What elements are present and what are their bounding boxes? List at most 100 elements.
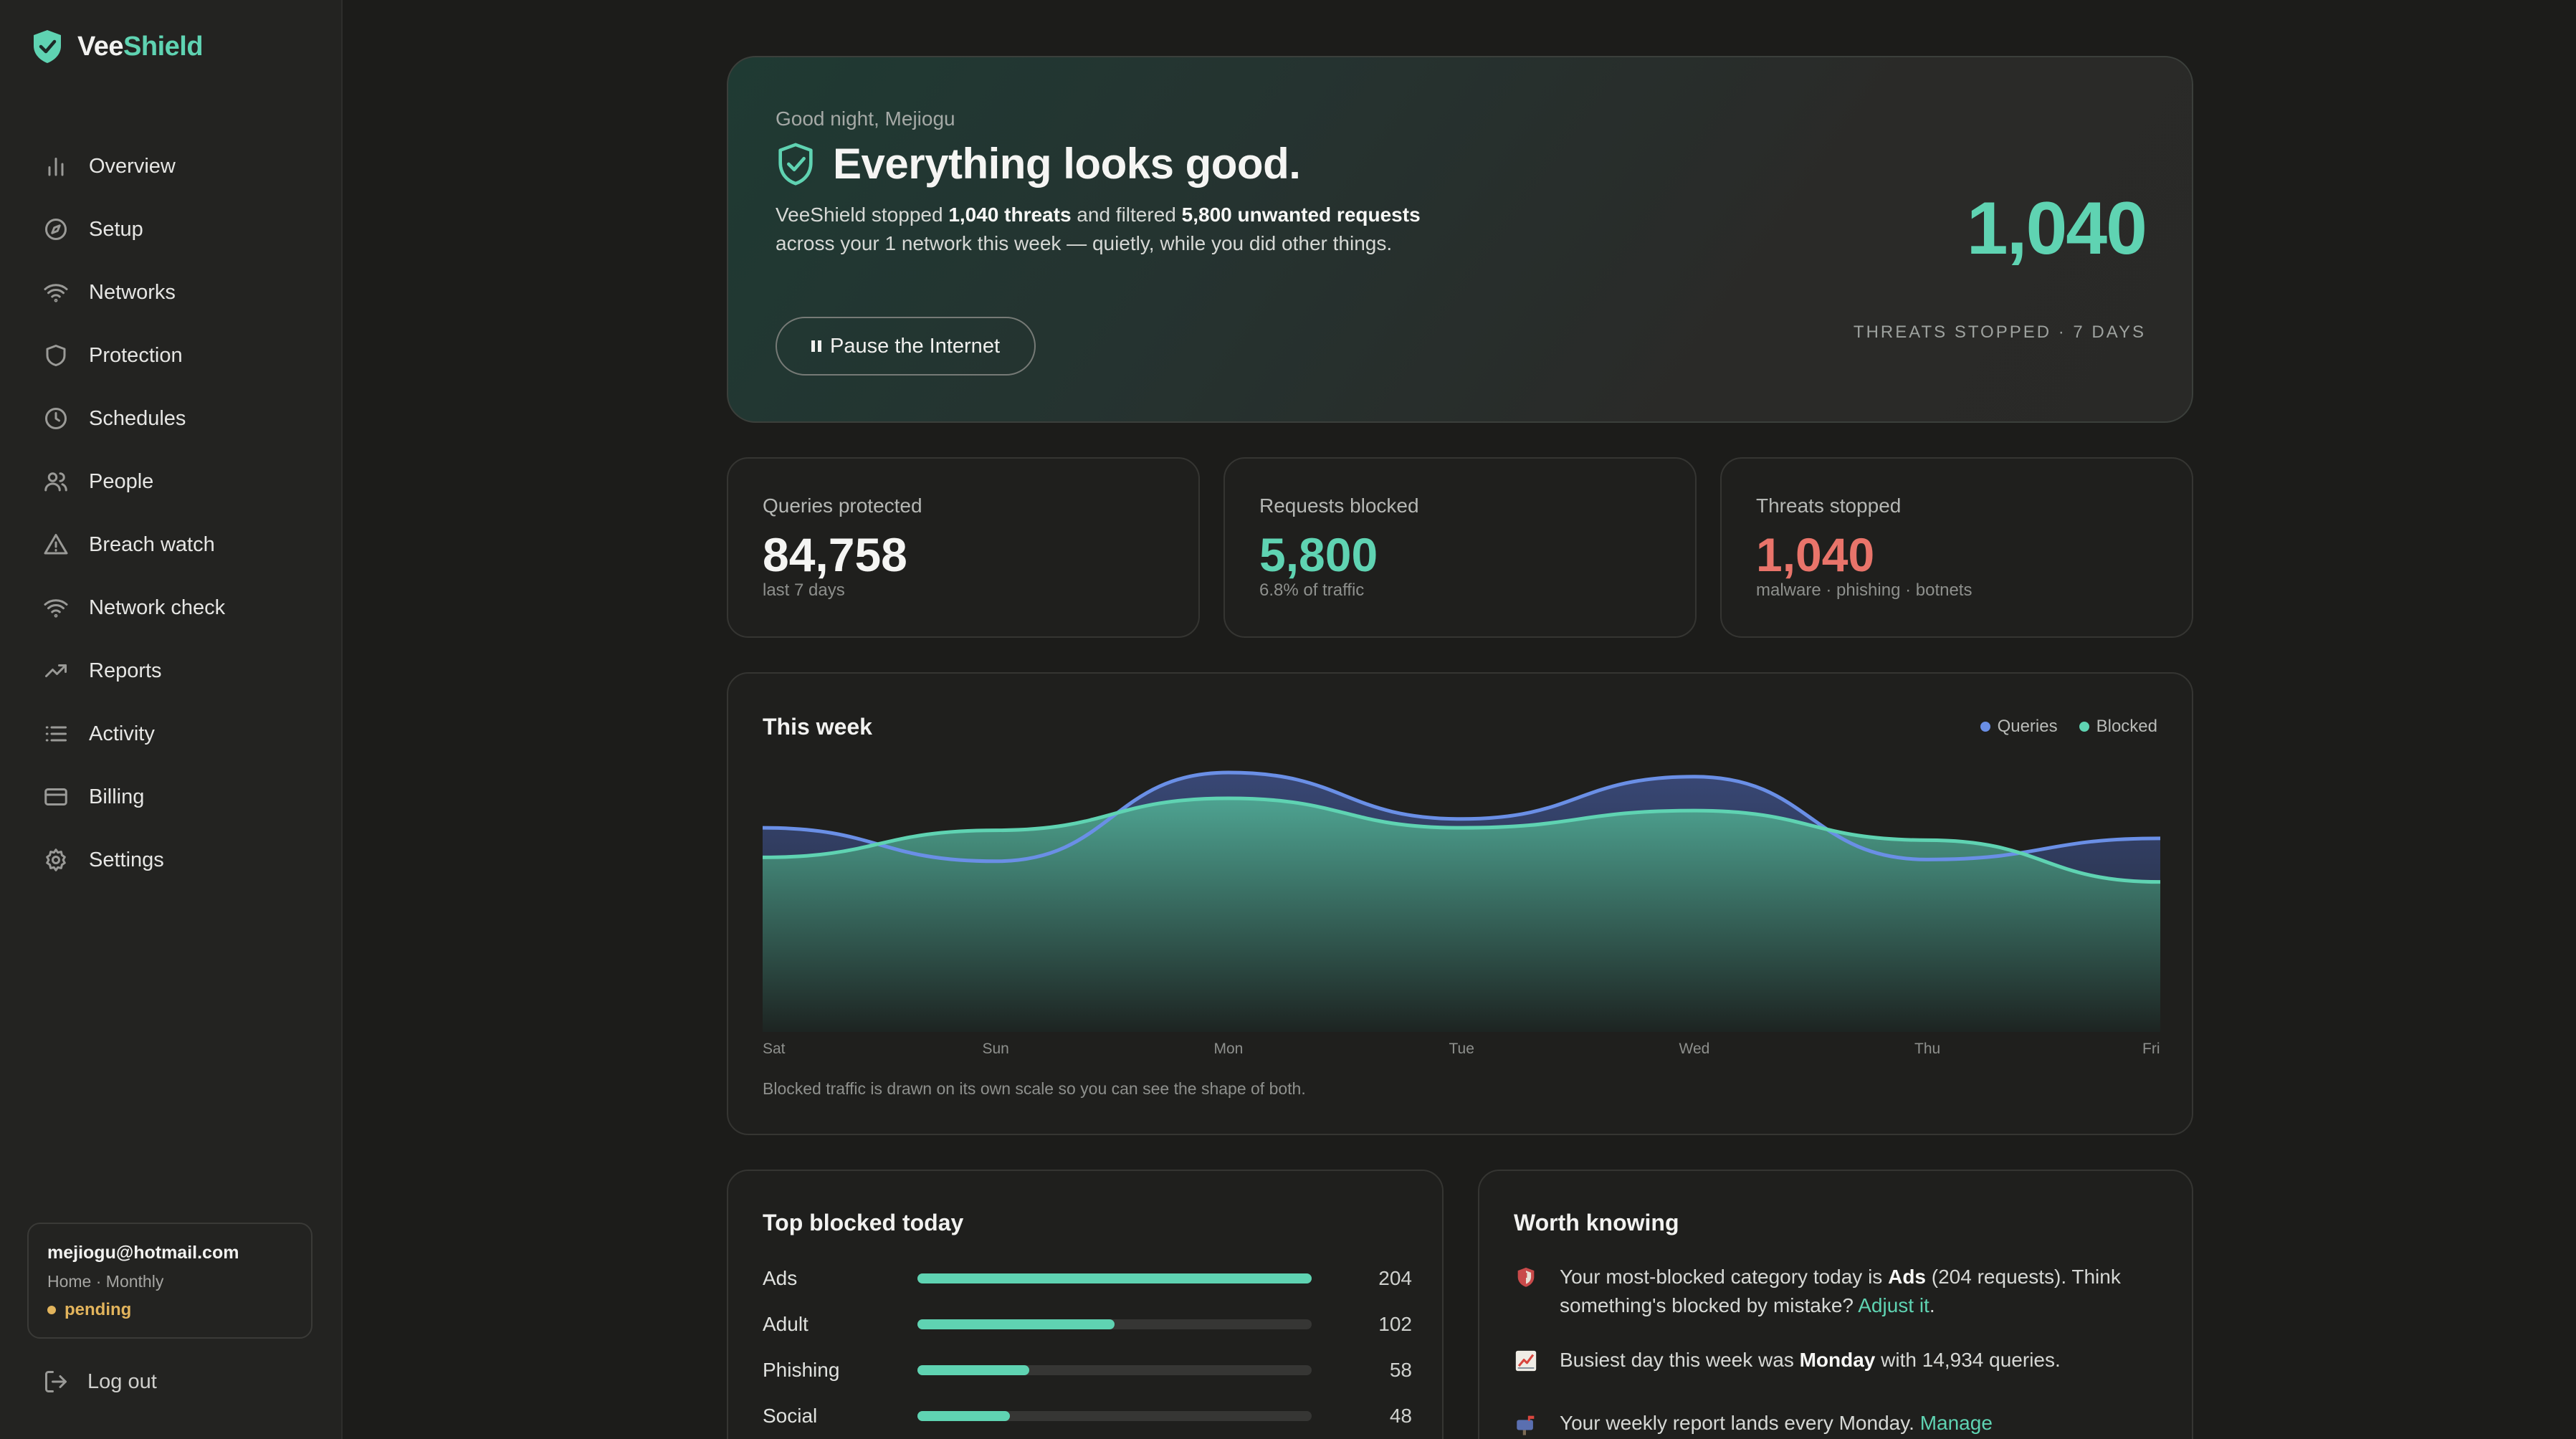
pause-label: Pause the Internet: [830, 334, 1000, 358]
sidebar-item-breach-watch[interactable]: Breach watch: [27, 513, 314, 576]
insight-text: Your most-blocked category today is Ads …: [1560, 1266, 2121, 1316]
sidebar-item-label: Activity: [89, 722, 155, 745]
category-name: Phishing: [763, 1359, 840, 1381]
list-icon: [45, 726, 67, 742]
account-status-badge: pending: [47, 1300, 292, 1320]
sidebar-item-label: Breach watch: [89, 532, 215, 556]
sidebar-item-reports[interactable]: Reports: [27, 639, 314, 702]
sidebar-item-label: Network check: [89, 596, 226, 619]
sidebar: VeeShield Overview Setup Networks Protec…: [0, 0, 343, 1439]
status-dot-icon: [47, 1306, 56, 1314]
bar-fill: [917, 1273, 1312, 1283]
sidebar-item-network-check[interactable]: Network check: [27, 576, 314, 639]
category-count: 102: [1378, 1313, 1412, 1335]
stat-sub: malware · phishing · botnets: [1756, 580, 1972, 600]
list-item[interactable]: Social 48: [763, 1402, 1412, 1430]
bar-fill: [917, 1365, 1030, 1375]
insight-text: Busiest day this week was Monday with 14…: [1560, 1349, 2061, 1371]
insight-text: Your weekly report lands every Monday. M…: [1560, 1412, 1993, 1434]
chart-increasing-icon: [1515, 1350, 1537, 1372]
sidebar-item-protection[interactable]: Protection: [27, 324, 314, 387]
sidebar-item-label: Schedules: [89, 406, 186, 430]
threats-stopped-big-number: 1,040: [1966, 187, 2147, 270]
bar-track: [917, 1319, 1312, 1329]
legend-item-blocked: Blocked: [2079, 717, 2157, 737]
users-icon: [44, 472, 67, 492]
pause-internet-button[interactable]: Pause the Internet: [776, 317, 1036, 376]
sidebar-item-label: People: [89, 469, 154, 493]
stat-card-queries: Queries protected 84,758 last 7 days: [727, 457, 1200, 638]
stat-value: 84,758: [763, 528, 907, 581]
stat-sub: 6.8% of traffic: [1259, 580, 1365, 600]
insight-item: Your most-blocked category today is Ads …: [1514, 1263, 2173, 1320]
x-tick-label: Wed: [1679, 1041, 1710, 1057]
list-item[interactable]: Adult 102: [763, 1310, 1412, 1339]
x-tick-label: Thu: [1914, 1041, 1941, 1057]
x-tick-label: Sun: [982, 1041, 1009, 1057]
x-tick-label: Fri: [2142, 1041, 2160, 1057]
category-count: 204: [1378, 1267, 1412, 1289]
sidebar-item-overview[interactable]: Overview: [27, 135, 314, 198]
sidebar-item-label: Protection: [89, 343, 183, 367]
chart-legend: Queries Blocked: [1980, 717, 2157, 737]
bar-fill: [917, 1319, 1115, 1329]
sidebar-item-label: Overview: [89, 154, 176, 178]
sidebar-item-label: Settings: [89, 848, 164, 871]
sidebar-item-people[interactable]: People: [27, 450, 314, 513]
bar-track: [917, 1411, 1312, 1421]
sidebar-nav: Overview Setup Networks Protection Sched…: [27, 135, 314, 891]
shield-check-icon: [778, 143, 813, 185]
sidebar-item-schedules[interactable]: Schedules: [27, 387, 314, 450]
category-count: 48: [1389, 1405, 1412, 1427]
greeting-text: Good night, Mejiogu: [776, 107, 955, 130]
area-chart: [763, 770, 2160, 1032]
bar-fill: [917, 1411, 1011, 1421]
category-name: Ads: [763, 1267, 798, 1289]
headline-text: Everything looks good.: [833, 140, 1301, 188]
sidebar-item-label: Reports: [89, 659, 162, 682]
sidebar-item-settings[interactable]: Settings: [27, 828, 314, 891]
x-tick-label: Tue: [1449, 1041, 1474, 1057]
stat-label: Requests blocked: [1259, 494, 1419, 517]
logout-icon: [45, 1371, 67, 1392]
adjust-it-link[interactable]: Adjust it: [1858, 1294, 1929, 1316]
shield-badge-icon: [1517, 1267, 1535, 1287]
bar-track: [917, 1365, 1312, 1375]
queries-line: [763, 770, 2160, 864]
legend-dot-icon: [2079, 722, 2089, 732]
account-status-text: pending: [65, 1300, 132, 1319]
account-email: mejiogu@hotmail.com: [47, 1243, 239, 1263]
chart-title: This week: [763, 714, 872, 740]
category-name: Social: [763, 1405, 818, 1427]
sidebar-item-setup[interactable]: Setup: [27, 198, 314, 261]
brand-logo[interactable]: VeeShield: [32, 29, 204, 64]
trend-icon: [45, 664, 67, 677]
compass-icon: [45, 219, 67, 240]
stat-value: 1,040: [1756, 528, 1875, 581]
x-axis-labels: Sat Sun Mon Tue Wed Thu Fri: [763, 1041, 2160, 1062]
card-icon: [44, 788, 67, 805]
stat-value: 5,800: [1259, 528, 1378, 581]
sidebar-item-label: Billing: [89, 785, 145, 808]
account-card[interactable]: mejiogu@hotmail.com Home · Monthly pendi…: [27, 1223, 313, 1339]
sidebar-item-label: Networks: [89, 280, 176, 304]
hero-headline: Everything looks good.: [776, 139, 1301, 188]
blocked-line: [763, 796, 2160, 884]
mailbox-icon: [1517, 1415, 1535, 1435]
shield-check-icon: [34, 30, 61, 63]
bar-track: [917, 1273, 1312, 1283]
sidebar-item-label: Setup: [89, 217, 143, 241]
sidebar-item-networks[interactable]: Networks: [27, 261, 314, 324]
hero-card: Good night, Mejiogu Everything looks goo…: [727, 56, 2193, 423]
legend-item-queries: Queries: [1980, 717, 2058, 737]
blocked-area: [763, 798, 2160, 1032]
bar-chart-icon: [48, 158, 64, 176]
logout-button[interactable]: Log out: [43, 1369, 157, 1395]
manage-report-link[interactable]: Manage: [1919, 1412, 1993, 1434]
sidebar-item-billing[interactable]: Billing: [27, 765, 314, 828]
list-item[interactable]: Phishing 58: [763, 1356, 1412, 1385]
sidebar-item-activity[interactable]: Activity: [27, 702, 314, 765]
stat-label: Threats stopped: [1756, 494, 1902, 517]
top-blocked-card: Top blocked today Ads 204 Adult 102 Phis…: [727, 1170, 1444, 1439]
list-item[interactable]: Ads 204: [763, 1264, 1412, 1293]
